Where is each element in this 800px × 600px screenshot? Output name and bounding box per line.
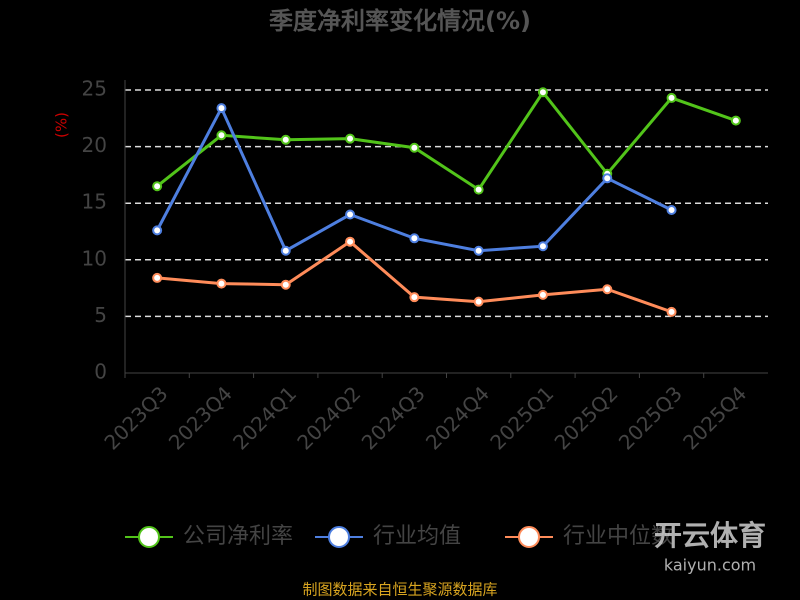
legend-marker bbox=[518, 526, 540, 548]
chart-title: 季度净利率变化情况(%) bbox=[269, 7, 531, 35]
data-point bbox=[537, 87, 548, 98]
data-point bbox=[409, 233, 420, 244]
data-point bbox=[473, 245, 484, 256]
watermark: 开云体育 bbox=[654, 519, 766, 552]
data-point bbox=[409, 292, 420, 303]
legend-label: 公司净利率 bbox=[183, 524, 293, 549]
legend-label: 行业中位数 bbox=[563, 524, 673, 549]
data-point bbox=[216, 130, 227, 141]
data-point bbox=[409, 142, 420, 153]
y-tick-label: 20 bbox=[82, 133, 107, 157]
y-tick-label: 15 bbox=[82, 190, 107, 214]
data-point bbox=[666, 92, 677, 103]
legend-label: 行业均值 bbox=[373, 524, 461, 549]
data-point bbox=[666, 204, 677, 215]
data-point bbox=[345, 133, 356, 144]
data-point bbox=[666, 306, 677, 317]
data-point bbox=[473, 296, 484, 307]
source-note: 制图数据来自恒生聚源数据库 bbox=[302, 581, 497, 599]
data-point bbox=[345, 236, 356, 247]
data-point bbox=[216, 278, 227, 289]
series-line bbox=[156, 89, 737, 192]
data-point bbox=[152, 181, 163, 192]
data-point bbox=[537, 289, 548, 300]
legend-marker bbox=[138, 526, 160, 548]
data-point bbox=[152, 272, 163, 283]
y-tick-label: 5 bbox=[94, 303, 107, 327]
data-point bbox=[216, 103, 227, 114]
data-point bbox=[280, 134, 291, 145]
watermark: kaiyun.com bbox=[664, 556, 756, 575]
y-tick-label: 25 bbox=[82, 77, 107, 101]
data-point bbox=[280, 245, 291, 256]
data-point bbox=[280, 279, 291, 290]
data-point bbox=[537, 241, 548, 252]
data-point bbox=[345, 209, 356, 220]
data-point bbox=[152, 225, 163, 236]
data-point bbox=[473, 184, 484, 195]
y-tick-label: 10 bbox=[82, 246, 107, 270]
data-point bbox=[602, 284, 613, 295]
data-point bbox=[602, 173, 613, 184]
y-axis-label: (%) bbox=[53, 112, 71, 138]
data-point bbox=[730, 115, 741, 126]
y-tick-label: 0 bbox=[94, 360, 107, 384]
legend-marker bbox=[328, 526, 350, 548]
